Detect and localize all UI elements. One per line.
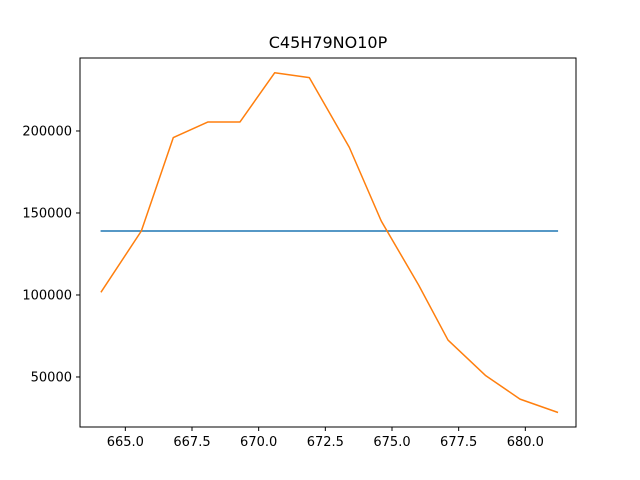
y-tick-label: 50000	[31, 370, 72, 385]
x-axis: 665.0 667.5 670.0 672.5 675.0 677.5 680.0	[107, 427, 544, 450]
x-tick-label: 677.5	[440, 435, 477, 450]
x-tick-label: 680.0	[507, 435, 544, 450]
plot-frame	[79, 57, 577, 428]
x-tick-label: 665.0	[107, 435, 144, 450]
x-tick-label: 670.0	[240, 435, 277, 450]
chart-title: C45H79NO10P	[269, 33, 388, 52]
y-axis: 50000 100000 150000 200000	[22, 124, 80, 385]
x-tick-label: 672.5	[307, 435, 344, 450]
y-tick-label: 100000	[22, 288, 72, 303]
y-tick-label: 150000	[22, 206, 72, 221]
series-line-2	[100, 72, 559, 414]
x-tick-label: 667.5	[173, 435, 210, 450]
x-tick-label: 675.0	[373, 435, 410, 450]
y-tick-label: 200000	[22, 124, 72, 139]
series-layer	[100, 72, 559, 414]
